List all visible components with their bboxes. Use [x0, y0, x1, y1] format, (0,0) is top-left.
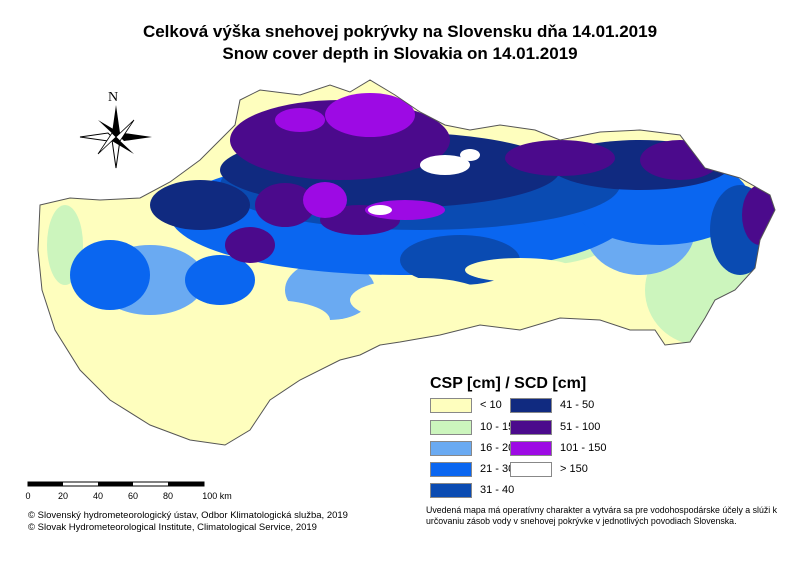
- credit-slovak: © Slovenský hydrometeorologický ústav, O…: [28, 510, 348, 521]
- legend-swatch: [430, 398, 472, 413]
- scale-label-80: 80: [162, 491, 174, 501]
- scale-label-100km: 100 km: [202, 491, 232, 501]
- north-arrow-icon: [79, 105, 152, 169]
- scale-bar: [27, 481, 205, 487]
- legend-swatch: [430, 462, 472, 477]
- legend-label: < 10: [480, 399, 502, 411]
- legend-title: CSP [cm] / SCD [cm]: [430, 375, 587, 392]
- legend-label: 101 - 150: [560, 442, 607, 454]
- north-label: N: [108, 90, 119, 105]
- legend-swatch: [510, 398, 552, 413]
- map-title-slovak: Celková výška snehovej pokrývky na Slove…: [142, 22, 658, 41]
- legend-label: 51 - 100: [560, 421, 601, 433]
- legend-label: 41 - 50: [560, 399, 595, 411]
- legend-label: 16 - 20: [480, 442, 515, 454]
- map-title-english: Snow cover depth in Slovakia on 14.01.20…: [222, 44, 578, 63]
- legend-label: 10 - 15: [480, 421, 515, 433]
- legend-swatch: [510, 441, 552, 456]
- scale-label-0: 0: [25, 491, 31, 501]
- legend-swatch: [510, 462, 552, 477]
- legend-swatch: [430, 441, 472, 456]
- credit-english: © Slovak Hydrometeorological Institute, …: [28, 522, 317, 533]
- legend-label: 31 - 40: [480, 484, 515, 496]
- scale-label-40: 40: [92, 491, 104, 501]
- legend-label: 21 - 30: [480, 463, 515, 475]
- legend-swatch: [430, 483, 472, 498]
- legend-swatch: [510, 420, 552, 435]
- scale-label-60: 60: [127, 491, 139, 501]
- legend-label: > 150: [560, 463, 588, 475]
- legend-swatch: [430, 420, 472, 435]
- disclaimer-note: Uvedená mapa má operatívny charakter a v…: [426, 505, 778, 526]
- scale-label-20: 20: [57, 491, 69, 501]
